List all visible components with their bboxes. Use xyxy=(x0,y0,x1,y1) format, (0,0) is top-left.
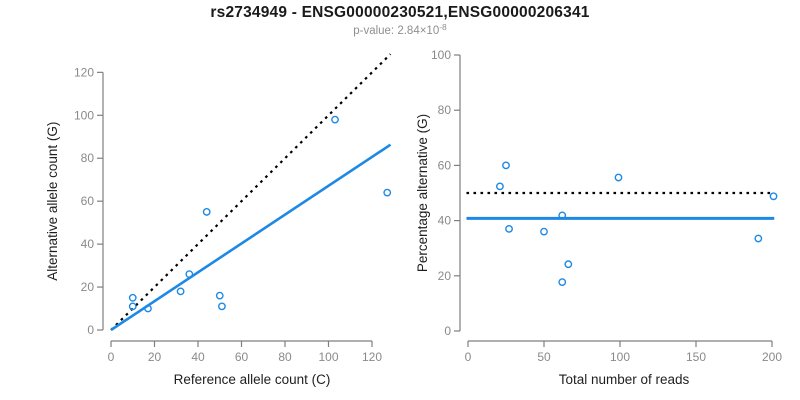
data-point xyxy=(564,260,573,269)
x-tick-label: 120 xyxy=(362,350,382,364)
y-tick-label: 0 xyxy=(87,323,94,337)
data-point xyxy=(558,278,567,287)
data-point xyxy=(505,224,513,233)
data-point xyxy=(144,304,152,313)
data-point xyxy=(496,182,504,191)
pvalue-subtitle: p-value: 2.84×10-8 xyxy=(0,22,800,37)
y-tick-label: 40 xyxy=(438,214,452,228)
data-point xyxy=(202,208,211,216)
x-tick-label: 40 xyxy=(191,350,205,364)
x-tick-label: 100 xyxy=(610,350,630,364)
data-point xyxy=(502,161,510,170)
x-tick-label: 50 xyxy=(537,350,551,364)
y-tick-label: 60 xyxy=(438,158,452,172)
x-axis-title: Reference allele count (C) xyxy=(174,372,331,387)
data-point xyxy=(383,188,392,197)
x-tick-label: 0 xyxy=(465,350,472,364)
observed-fit-line xyxy=(110,143,392,332)
right-panel-percentage: 0 20 40 60 80 100 0 50 100 150 200 Total number of … xyxy=(415,48,782,387)
data-point xyxy=(769,192,778,201)
data-point xyxy=(128,293,137,302)
x-tick-label: 80 xyxy=(278,350,292,364)
x-axis-title: Total number of reads xyxy=(559,372,690,387)
data-point xyxy=(128,302,137,311)
x-tick-label: 20 xyxy=(148,350,162,364)
data-point xyxy=(331,115,339,124)
data-point xyxy=(558,211,567,220)
y-tick-label: 80 xyxy=(438,103,452,117)
left-panel-allele-counts: 0 20 40 60 80 100 120 0 20 40 60 80 100 120 Reference … xyxy=(45,53,392,387)
y-tick-label: 80 xyxy=(81,151,95,165)
y-tick-label: 20 xyxy=(438,269,452,283)
y-axis-title: Alternative allele count (G) xyxy=(45,122,60,281)
x-tick-label: 100 xyxy=(318,350,338,364)
data-point xyxy=(540,227,548,236)
pvalue-mantissa: 2.84×10 xyxy=(397,25,440,37)
data-point xyxy=(176,287,185,296)
y-tick-label: 100 xyxy=(74,108,94,122)
x-tick-label: 200 xyxy=(762,350,782,364)
y-tick-label: 0 xyxy=(444,324,451,338)
x-tick-label: 0 xyxy=(108,350,115,364)
data-point xyxy=(754,234,763,243)
figure-title: rs2734949 - ENSG00000230521,ENSG00000206… xyxy=(210,4,590,21)
data-point xyxy=(185,270,194,279)
y-tick-label: 60 xyxy=(81,194,95,208)
x-tick-label: 150 xyxy=(686,350,706,364)
y-tick-label: 40 xyxy=(81,237,95,251)
identity-expected-line xyxy=(110,53,392,331)
y-tick-label: 20 xyxy=(81,280,95,294)
y-tick-label: 120 xyxy=(74,65,94,79)
pvalue-prefix: p-value: xyxy=(353,25,398,37)
pvalue-exponent: -8 xyxy=(439,22,447,32)
y-axis-title: Percentage alternative (G) xyxy=(415,114,430,272)
data-point xyxy=(614,173,623,182)
data-point xyxy=(218,302,226,311)
data-point xyxy=(215,291,224,300)
y-tick-label: 100 xyxy=(431,48,451,62)
x-tick-label: 60 xyxy=(235,350,249,364)
